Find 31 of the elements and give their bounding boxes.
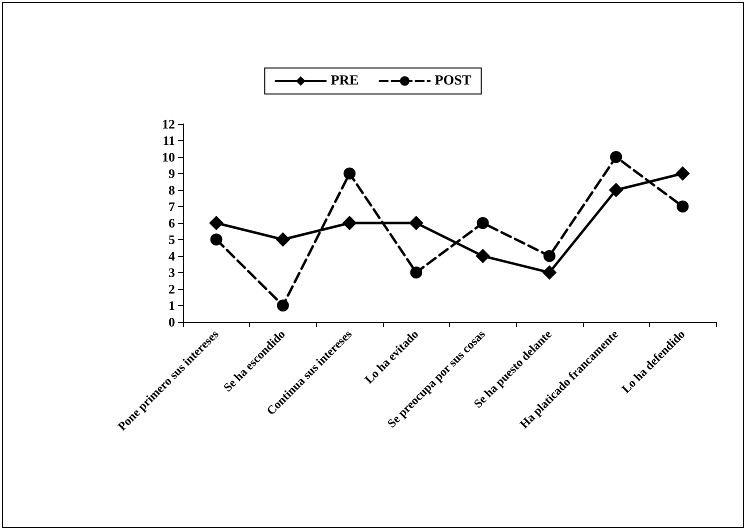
y-tick-label: 0: [168, 314, 175, 330]
y-tick-label: 7: [168, 199, 176, 214]
point: [276, 232, 290, 246]
point: [609, 183, 624, 197]
point: [276, 300, 289, 312]
y-tick-label: 12: [162, 116, 175, 132]
y-tick-label: 11: [162, 133, 175, 148]
point: [676, 200, 689, 212]
point: [476, 249, 490, 263]
point: [410, 266, 422, 278]
point: [543, 250, 556, 262]
y-tick-label: 8: [168, 182, 176, 198]
y-tick-label: 10: [162, 150, 175, 164]
y-tick-label: 4: [168, 248, 176, 264]
y-tick-label: 5: [168, 232, 176, 247]
point: [676, 166, 690, 180]
point: [542, 266, 556, 280]
point: [342, 216, 357, 230]
legend-label: POST: [434, 74, 472, 88]
point: [210, 234, 222, 246]
point: [476, 217, 489, 229]
y-tick-label: 9: [168, 166, 176, 181]
y-tick-label: 3: [168, 265, 176, 280]
point: [209, 216, 224, 230]
point: [409, 216, 424, 230]
y-tick-label: 2: [168, 282, 175, 296]
point: [610, 151, 622, 163]
y-tick-label: 1: [168, 298, 175, 313]
legend-label: PRE: [330, 74, 359, 88]
point: [344, 168, 356, 180]
y-tick-label: 6: [168, 216, 176, 230]
